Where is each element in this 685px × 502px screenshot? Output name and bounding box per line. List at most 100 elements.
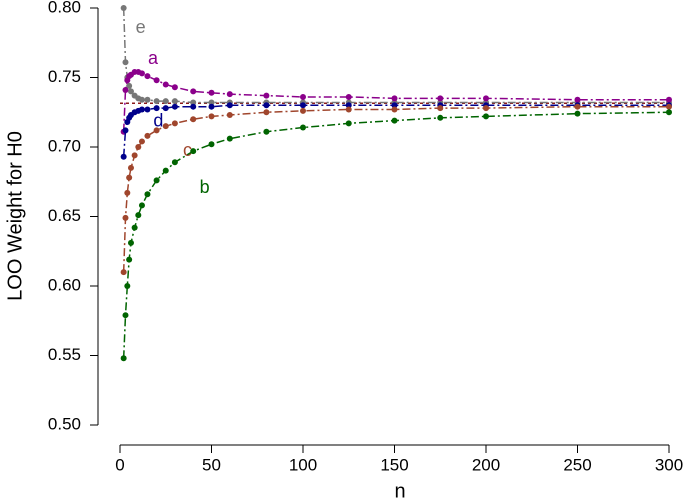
series-label: e <box>136 17 146 37</box>
point <box>437 105 444 112</box>
y-tick-label: 0.50 <box>48 414 81 433</box>
point <box>153 177 160 184</box>
series-label: d <box>153 111 163 131</box>
series-line <box>122 7 669 104</box>
point <box>124 189 131 196</box>
point <box>120 153 127 160</box>
point <box>483 95 489 102</box>
point <box>162 167 169 174</box>
point <box>263 102 270 109</box>
series-label: b <box>200 177 210 197</box>
point <box>574 110 581 117</box>
series-label: c <box>183 140 192 160</box>
point <box>208 89 215 96</box>
y-tick-label: 0.55 <box>48 345 81 364</box>
point <box>162 105 169 112</box>
point <box>162 98 169 105</box>
point <box>345 93 352 100</box>
point <box>300 93 306 100</box>
point <box>162 123 169 130</box>
point <box>131 152 138 159</box>
x-tick-label: 300 <box>655 455 683 474</box>
point <box>153 98 160 105</box>
point <box>162 81 169 88</box>
point <box>190 103 197 110</box>
point <box>153 127 160 134</box>
y-tick-label: 0.65 <box>48 206 81 225</box>
x-tick-label: 200 <box>472 455 500 474</box>
point <box>122 214 129 221</box>
point <box>120 355 127 362</box>
point <box>574 103 581 110</box>
point <box>226 91 233 98</box>
y-axis-label: LOO Weight for H0 <box>4 131 26 301</box>
series-label: a <box>148 48 159 68</box>
point <box>124 283 131 289</box>
point <box>144 96 151 103</box>
y-tick-label: 0.70 <box>48 136 81 155</box>
point <box>483 105 489 112</box>
y-tick-label: 0.75 <box>48 67 81 86</box>
point <box>483 113 489 120</box>
point <box>126 82 133 89</box>
point <box>437 114 444 121</box>
point <box>171 84 178 91</box>
point <box>190 99 197 106</box>
series-line <box>122 111 670 359</box>
point <box>144 191 151 198</box>
x-tick-label: 0 <box>115 455 124 474</box>
point <box>127 164 134 171</box>
point <box>300 124 306 131</box>
point <box>190 88 197 95</box>
point <box>126 174 133 181</box>
point <box>190 116 197 123</box>
point <box>171 103 178 110</box>
point <box>122 312 129 319</box>
point <box>226 102 233 109</box>
point <box>300 107 306 114</box>
point <box>226 135 233 142</box>
point <box>153 77 160 84</box>
point <box>126 256 133 263</box>
point <box>138 138 145 145</box>
x-tick-label: 250 <box>563 455 591 474</box>
x-tick-label: 100 <box>289 455 317 474</box>
point <box>171 159 178 166</box>
series-line <box>122 104 669 157</box>
point <box>391 95 398 102</box>
point <box>226 112 233 119</box>
point <box>263 92 270 99</box>
point <box>666 109 672 116</box>
point <box>345 106 352 113</box>
y-tick-label: 0.60 <box>48 275 81 294</box>
y-tick-label: 0.80 <box>48 0 81 16</box>
point <box>144 106 151 113</box>
point <box>666 96 672 103</box>
point <box>208 113 215 120</box>
point <box>144 73 151 80</box>
point <box>135 212 142 219</box>
point <box>574 96 581 103</box>
point <box>208 141 215 148</box>
point <box>263 109 270 116</box>
point <box>171 120 178 127</box>
point <box>171 98 178 105</box>
x-tick-label: 150 <box>380 455 408 474</box>
point <box>345 120 352 127</box>
point <box>391 106 398 113</box>
point <box>437 95 444 102</box>
point <box>127 239 134 246</box>
point <box>666 103 672 110</box>
point <box>122 59 129 66</box>
point <box>138 202 145 209</box>
point <box>208 103 215 110</box>
point <box>122 87 129 94</box>
point <box>135 144 142 150</box>
point <box>138 96 145 103</box>
point <box>122 127 129 134</box>
x-tick-label: 50 <box>202 455 221 474</box>
x-axis-label: n <box>394 480 405 502</box>
point <box>120 269 127 276</box>
point <box>208 99 215 106</box>
